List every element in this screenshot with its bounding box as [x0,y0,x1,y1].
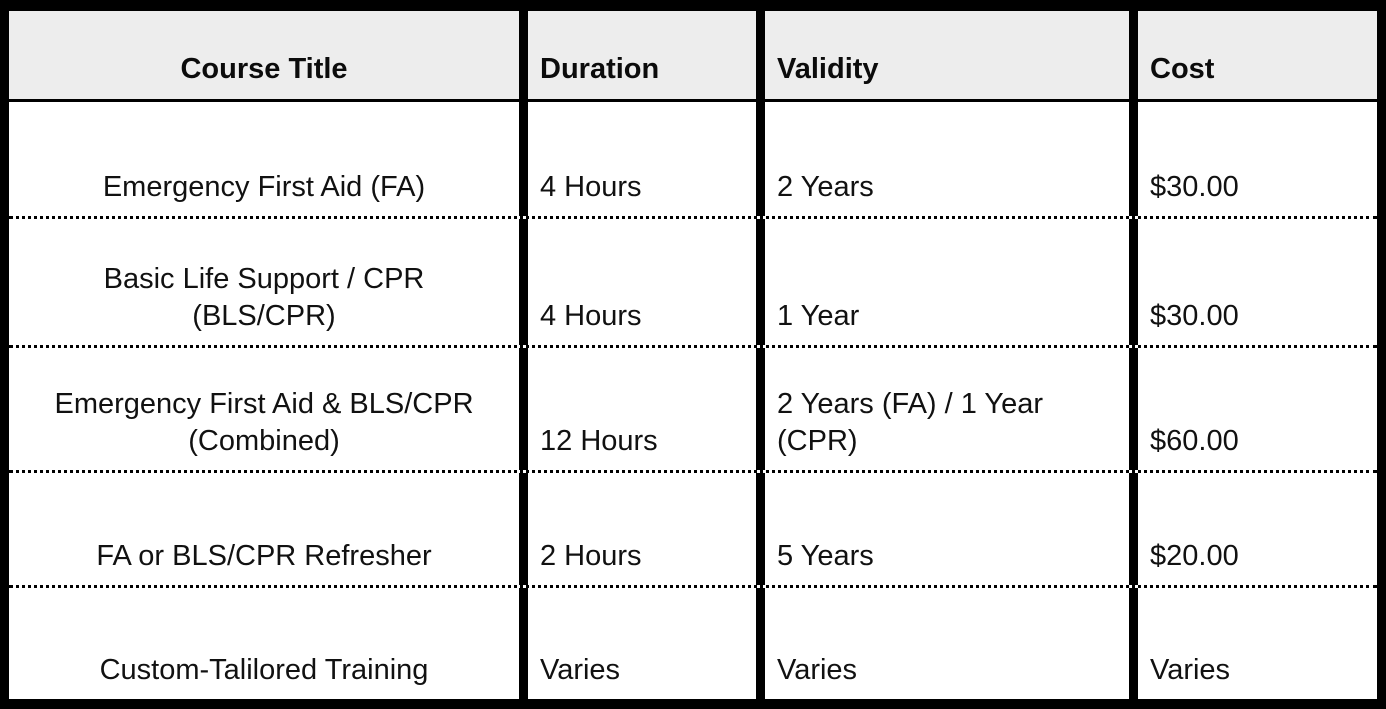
table-row: Basic Life Support / CPR (BLS/CPR) 4 Hou… [9,219,1377,348]
validity-cell: Varies [756,588,1129,699]
cost-cell: $30.00 [1129,219,1377,345]
duration-cell: Varies [519,588,756,699]
duration-cell: 2 Hours [519,473,756,585]
table-row: FA or BLS/CPR Refresher 2 Hours 5 Years … [9,473,1377,588]
validity-cell: 2 Years (FA) / 1 Year (CPR) [756,348,1129,470]
column-header-validity: Validity [756,11,1129,99]
validity-cell: 1 Year [756,219,1129,345]
column-header-course-title: Course Title [180,53,348,86]
cost-cell: $60.00 [1129,348,1377,470]
duration-cell: 12 Hours [519,348,756,470]
cost-cell: $30.00 [1129,102,1377,216]
table-row: Emergency First Aid (FA) 4 Hours 2 Years… [9,102,1377,219]
cost-cell: $20.00 [1129,473,1377,585]
validity-cell: 5 Years [756,473,1129,585]
course-title-cell: Emergency First Aid (FA) [102,171,426,204]
column-header-duration: Duration [519,11,756,99]
course-title-cell: Basic Life Support / CPR (BLS/CPR) [103,262,425,333]
duration-cell: 4 Hours [519,219,756,345]
course-title-cell: Custom-Talilored Training [99,654,429,687]
cost-cell: Varies [1129,588,1377,699]
table-row: Custom-Talilored Training Varies Varies … [9,588,1377,699]
course-title-cell: Emergency First Aid & BLS/CPR (Combined) [54,387,474,458]
duration-cell: 4 Hours [519,102,756,216]
validity-cell: 2 Years [756,102,1129,216]
table-row: Emergency First Aid & BLS/CPR (Combined)… [9,348,1377,473]
table-header-row: Course Title Duration Validity Cost [9,11,1377,102]
column-header-cost: Cost [1129,11,1377,99]
course-title-cell: FA or BLS/CPR Refresher [96,540,432,573]
